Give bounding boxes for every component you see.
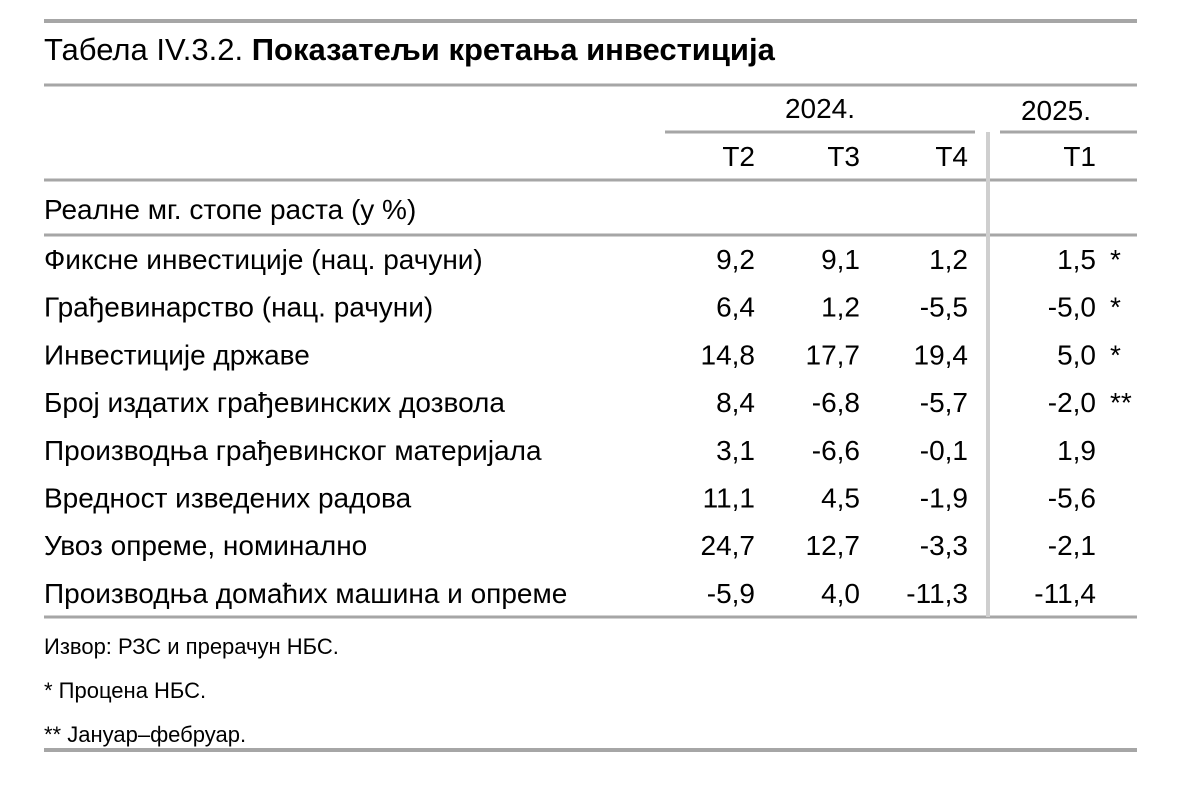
cell-value: 1,2 [929,244,968,275]
column-header: Т4 [935,141,968,172]
footnote: * Процена НБС. [44,678,206,703]
column-header: Т1 [1063,141,1096,172]
table-title: Табела IV.3.2. Показатељи кретања инвест… [44,32,776,67]
row-label: Број издатих грађевинских дозвола [44,387,505,418]
row-label: Фиксне инвестиције (нац. рачуни) [44,244,483,275]
row-label: Производња домаћих машина и опреме [44,578,567,609]
cell-value: -1,9 [920,483,968,514]
cell-note: ** [1110,387,1132,418]
row-label: Грађевинарство (нац. рачуни) [44,292,433,323]
cell-value: 1,5 [1057,244,1096,275]
column-header: Т2 [722,141,755,172]
cell-value: 11,1 [703,483,755,514]
row-label: Инвестиције државе [44,339,310,370]
cell-value: 9,2 [716,244,755,275]
cell-value: 19,4 [914,339,969,370]
cell-value: 5,0 [1057,339,1096,370]
cell-value: 3,1 [716,435,755,466]
cell-value: -3,3 [920,530,968,561]
cell-value: 4,0 [821,578,860,609]
footnote: ** Јануар–фебруар. [44,722,246,747]
cell-value: 4,5 [821,483,860,514]
cell-value: 6,4 [716,292,755,323]
column-header: Т3 [827,141,860,172]
cell-value: 1,9 [1057,435,1096,466]
cell-note: * [1110,292,1121,323]
cell-value: -0,1 [920,435,968,466]
cell-value: -5,0 [1048,292,1096,323]
row-label: Вредност изведених радова [44,483,412,514]
cell-value: -11,4 [1034,578,1096,609]
cell-value: 9,1 [821,244,860,275]
cell-value: 8,4 [716,387,755,418]
cell-value: -5,6 [1048,483,1096,514]
cell-value: -5,7 [920,387,968,418]
cell-note: * [1110,244,1121,275]
cell-value: 24,7 [701,530,756,561]
row-label: Производња грађевинског материјала [44,435,542,466]
title-main: Показатељи кретања инвестиција [252,32,776,67]
year-header: 2024. [785,93,855,124]
cell-value: 17,7 [806,339,861,370]
cell-value: -5,5 [920,292,968,323]
cell-value: 14,8 [701,339,756,370]
section-label: Реалне мг. стопе раста (у %) [44,194,416,225]
row-label: Увоз опреме, номинално [44,530,367,561]
cell-note: * [1110,339,1121,370]
title-prefix: Табела IV.3.2. [44,32,243,67]
cell-value: 12,7 [806,530,861,561]
cell-value: -11,3 [906,578,968,609]
cell-value: -2,1 [1048,530,1096,561]
cell-value: -5,9 [707,578,755,609]
cell-value: 1,2 [821,292,860,323]
footnote: Извор: РЗС и прерачун НБС. [44,634,339,659]
year-header: 2025. [1021,95,1091,126]
cell-value: -6,6 [812,435,860,466]
cell-value: -2,0 [1048,387,1096,418]
cell-value: -6,8 [812,387,860,418]
